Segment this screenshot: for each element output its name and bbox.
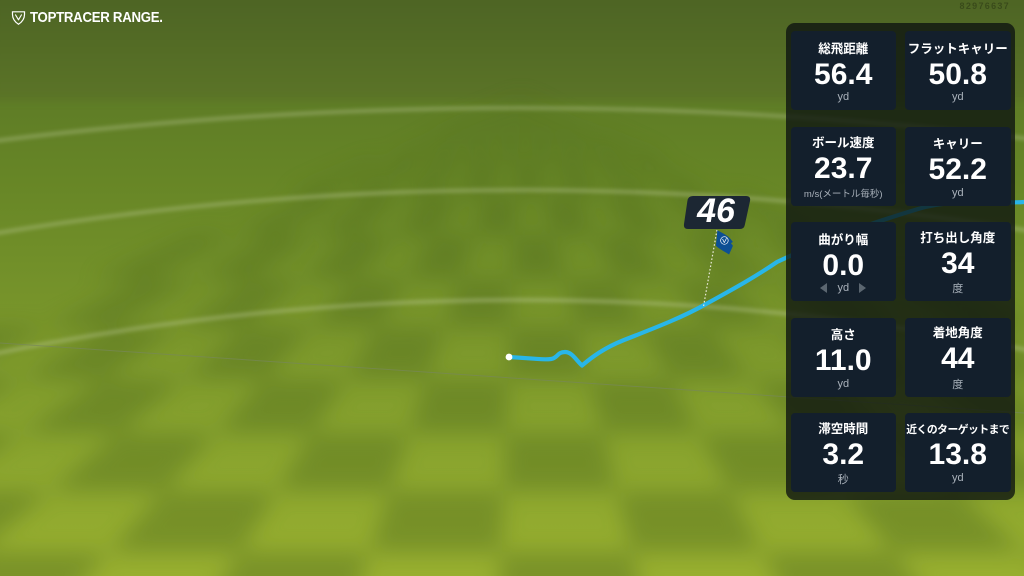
svg-text:46: 46 [696,192,736,230]
